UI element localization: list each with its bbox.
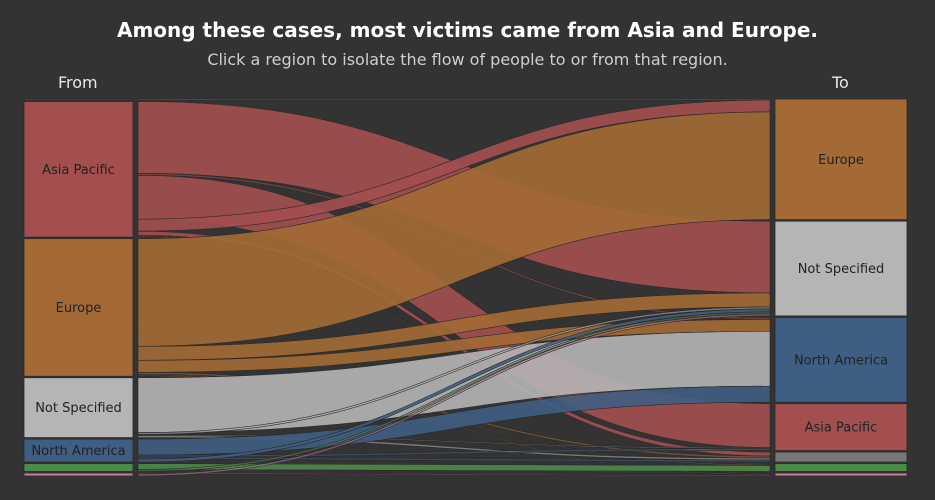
to-node-bar[interactable] — [774, 220, 908, 317]
from-node-europe[interactable]: Europe — [23, 238, 134, 377]
to-node-bar[interactable] — [774, 98, 908, 221]
from-node-label: Not Specified — [35, 401, 122, 416]
chart-subtitle: Click a region to isolate the flow of pe… — [207, 50, 728, 69]
to-node-label: Europe — [818, 153, 864, 168]
from-node-label: North America — [31, 444, 125, 459]
from-node-bar[interactable] — [23, 377, 134, 438]
from-node-bar[interactable] — [23, 238, 134, 377]
from-column-label: From — [58, 73, 98, 92]
from-node-bar[interactable] — [23, 472, 134, 477]
to-node-not-specified[interactable]: Not Specified — [774, 220, 908, 317]
to-node-bar[interactable] — [774, 317, 908, 403]
flow-link-other-to-not-specified[interactable] — [137, 313, 771, 477]
from-node-bar[interactable] — [23, 98, 134, 101]
from-node-other[interactable] — [23, 472, 134, 477]
from-node-not-specified[interactable]: Not Specified — [23, 377, 134, 438]
to-column-label: To — [832, 73, 849, 92]
from-node-bar[interactable] — [23, 463, 134, 472]
from-node-asia-pacific[interactable]: Asia Pacific — [23, 101, 134, 238]
to-node-bar[interactable] — [774, 403, 908, 451]
from-node-bar[interactable] — [23, 438, 134, 463]
to-node-bar[interactable] — [774, 463, 908, 472]
from-node-label: Europe — [56, 301, 102, 316]
to-node-other[interactable] — [774, 451, 908, 463]
to-node-asia-pacific[interactable]: Asia Pacific — [774, 403, 908, 451]
to-node-label: Asia Pacific — [805, 421, 878, 436]
from-node-other[interactable] — [23, 98, 134, 101]
flow-link-other-to-other[interactable] — [137, 472, 771, 477]
to-node-other[interactable] — [774, 472, 908, 477]
from-node-other[interactable] — [23, 463, 134, 472]
to-node-europe[interactable]: Europe — [774, 98, 908, 221]
from-node-bar[interactable] — [23, 101, 134, 238]
flow-link-other-to-other[interactable] — [137, 463, 771, 472]
to-node-bar[interactable] — [774, 472, 908, 477]
flow-link-north-america-to-north-america[interactable] — [137, 385, 771, 456]
flow-link-europe-to-europe[interactable] — [137, 111, 771, 347]
to-node-north-america[interactable]: North America — [774, 317, 908, 403]
from-node-north-america[interactable]: North America — [23, 438, 134, 463]
flow-link-other-to-europe[interactable] — [137, 98, 771, 101]
from-node-label: Asia Pacific — [42, 163, 115, 178]
to-node-label: Not Specified — [798, 262, 885, 277]
to-node-other[interactable] — [774, 463, 908, 472]
links-layer — [137, 98, 771, 477]
nodes-layer: Asia Pacific Europe Not Specified North Ame… — [23, 98, 908, 477]
to-node-bar[interactable] — [774, 451, 908, 463]
chart-title: Among these cases, most victims came fro… — [116, 18, 819, 42]
to-node-label: North America — [794, 353, 888, 368]
